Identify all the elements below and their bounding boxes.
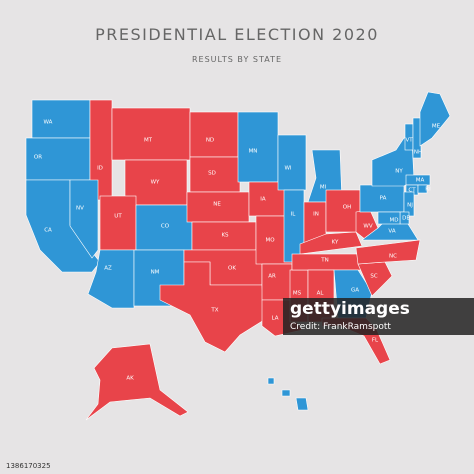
- state-label: MS: [293, 291, 302, 297]
- state-label: AZ: [104, 266, 112, 272]
- state: [189, 156, 241, 193]
- state: [237, 111, 279, 183]
- state: [99, 195, 137, 251]
- state-label: DE: [402, 216, 410, 222]
- state-label: TN: [320, 258, 328, 264]
- state-label: NE: [213, 202, 221, 208]
- state: [371, 137, 415, 187]
- state: [295, 397, 309, 411]
- state-label: MN: [249, 149, 258, 155]
- state: [419, 91, 451, 147]
- state-label: AL: [317, 291, 325, 297]
- state-label: FL: [372, 338, 379, 344]
- state-label: MI: [320, 185, 327, 191]
- state-label: PA: [380, 196, 387, 202]
- state-label: NH: [414, 150, 422, 156]
- state-label: CT: [408, 188, 416, 194]
- state-label: OK: [228, 266, 236, 272]
- state-label: MA: [416, 178, 425, 184]
- state: [355, 239, 421, 265]
- state: [281, 389, 291, 397]
- state-label: GA: [351, 288, 359, 294]
- state-label: CO: [161, 224, 170, 230]
- state-label: NV: [76, 206, 84, 212]
- state-label: VA: [388, 229, 395, 235]
- state-label: ID: [97, 166, 103, 172]
- watermark-box: [283, 298, 474, 335]
- state: [85, 343, 189, 421]
- state-label: OR: [34, 155, 42, 161]
- state-label: IA: [260, 197, 266, 203]
- state: [325, 189, 361, 233]
- state: [189, 111, 239, 158]
- subtitle: RESULTS BY STATE: [192, 55, 282, 64]
- state: [186, 191, 250, 223]
- state-label: NM: [151, 270, 160, 276]
- state-label: VT: [405, 138, 413, 144]
- state: [25, 137, 91, 181]
- state: [111, 107, 191, 161]
- state-label: SC: [370, 274, 377, 280]
- state-label: ME: [432, 124, 441, 130]
- state-label: IL: [291, 212, 297, 218]
- state-label: ND: [206, 138, 214, 144]
- state-label: CA: [44, 228, 52, 234]
- state-label: WV: [363, 224, 372, 230]
- state: [277, 134, 307, 191]
- state-label: OH: [343, 205, 351, 211]
- state: [299, 231, 363, 255]
- state-label: WA: [44, 120, 53, 126]
- state-label: MD: [390, 218, 399, 224]
- state-label: KS: [221, 233, 229, 239]
- state-label: WI: [284, 166, 291, 172]
- state-label: MO: [265, 238, 275, 244]
- state-label: UT: [114, 214, 122, 220]
- state-label: AR: [268, 274, 276, 280]
- state-label: IN: [313, 212, 319, 218]
- state-label: RI: [425, 187, 431, 193]
- state: [261, 263, 293, 301]
- state-label: LA: [272, 316, 279, 322]
- state-label: AK: [126, 376, 134, 382]
- state-label: WY: [151, 180, 160, 186]
- state-labels: WA OR CA ID NV MT WY UT CO AZ NM ND SD NE KS OK TX MN IA MO…: [34, 120, 441, 382]
- image-id: 1386170325: [6, 462, 51, 470]
- state: [31, 99, 91, 139]
- watermark-brand: gettyimages: [290, 299, 410, 319]
- state: [377, 211, 401, 225]
- state-label: MT: [144, 138, 153, 144]
- state: [417, 184, 428, 194]
- state-label: TX: [210, 308, 218, 314]
- state: [69, 179, 99, 259]
- state-label: NY: [395, 169, 403, 175]
- state-label: NC: [389, 254, 397, 260]
- title: PRESIDENTIAL ELECTION 2020: [95, 25, 379, 44]
- state: [159, 261, 265, 353]
- state-label: NJ: [407, 203, 413, 209]
- state-label: KY: [332, 240, 339, 246]
- watermark-credit: Credit: FrankRamspott: [290, 322, 391, 332]
- state: [267, 377, 275, 385]
- state-label: SD: [208, 171, 216, 177]
